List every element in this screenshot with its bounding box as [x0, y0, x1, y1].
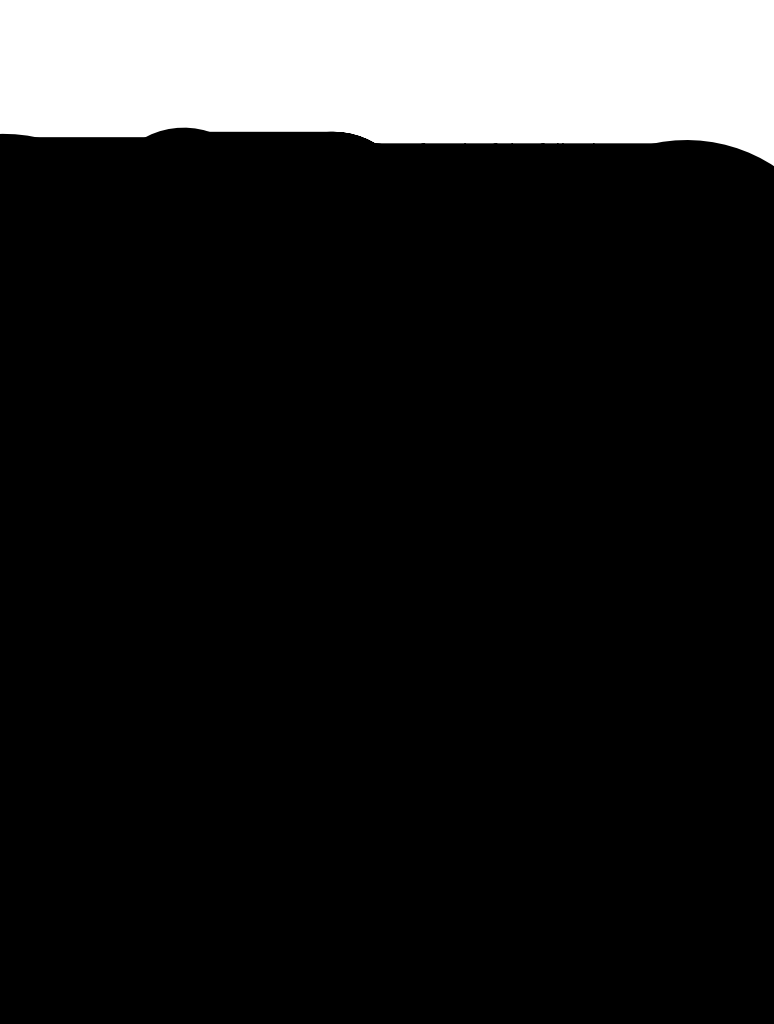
Text: major: major — [226, 143, 279, 161]
Text: O: O — [190, 250, 202, 264]
Text: +: + — [197, 761, 213, 778]
Text: O: O — [212, 348, 223, 362]
Text: C: C — [270, 680, 279, 692]
Text: +: + — [217, 614, 232, 633]
Text: EtOH: EtOH — [333, 763, 368, 776]
Text: +  LiAlH(O-ℓ-Bu)₃: + LiAlH(O-ℓ-Bu)₃ — [248, 383, 389, 401]
Text: C: C — [203, 690, 212, 703]
Text: 1) CH₃ONa: 1) CH₃ONa — [351, 676, 418, 688]
Text: H⁺: H⁺ — [337, 280, 354, 293]
Text: O: O — [170, 432, 181, 446]
Text: EtONa: EtONa — [333, 752, 377, 765]
Text: +: + — [229, 853, 244, 871]
Text: Michael reaction: Michael reaction — [333, 775, 437, 787]
Text: Cl: Cl — [225, 382, 239, 396]
Text: -OCH₂CH₃: -OCH₂CH₃ — [280, 698, 341, 712]
Text: O: O — [208, 181, 221, 197]
Text: 2 CH₃OH: 2 CH₃OH — [244, 291, 316, 309]
Text: +: + — [223, 682, 238, 700]
Text: Cl: Cl — [188, 485, 202, 500]
Text: CH₃COOCH₂CH₃: CH₃COOCH₂CH₃ — [245, 853, 375, 871]
Text: 14) What is the: 14) What is the — [139, 143, 283, 161]
Text: C: C — [214, 369, 222, 382]
Text: COOEt: COOEt — [240, 735, 281, 749]
Text: H₂O: H₂O — [326, 621, 353, 634]
Text: O: O — [176, 506, 187, 519]
Text: -OCH₃: -OCH₃ — [208, 711, 246, 724]
Text: organic product of each of the following reactions?: organic product of each of the following… — [254, 143, 717, 161]
Text: NaOH: NaOH — [324, 608, 364, 623]
Text: –NH₂: –NH₂ — [210, 848, 246, 863]
Text: O: O — [273, 659, 283, 673]
Text: ̅OH: ̅OH — [242, 540, 270, 558]
Text: O: O — [202, 671, 212, 683]
Text: +: + — [225, 291, 241, 309]
Text: H₂N-NH-Ph: H₂N-NH-Ph — [252, 205, 341, 223]
Text: H₃C: H₃C — [240, 684, 266, 698]
Text: +: + — [233, 204, 249, 223]
Text: ketone: ketone — [174, 233, 217, 247]
Text: 2) H₃O⁺: 2) H₃O⁺ — [351, 688, 399, 700]
Text: 2: 2 — [139, 540, 151, 558]
Text: O: O — [171, 714, 182, 727]
Text: +  (CH₃CH₂)₂CuLi: + (CH₃CH₂)₂CuLi — [208, 466, 350, 483]
Text: CHO: CHO — [177, 589, 205, 602]
Text: CHO: CHO — [268, 631, 296, 643]
